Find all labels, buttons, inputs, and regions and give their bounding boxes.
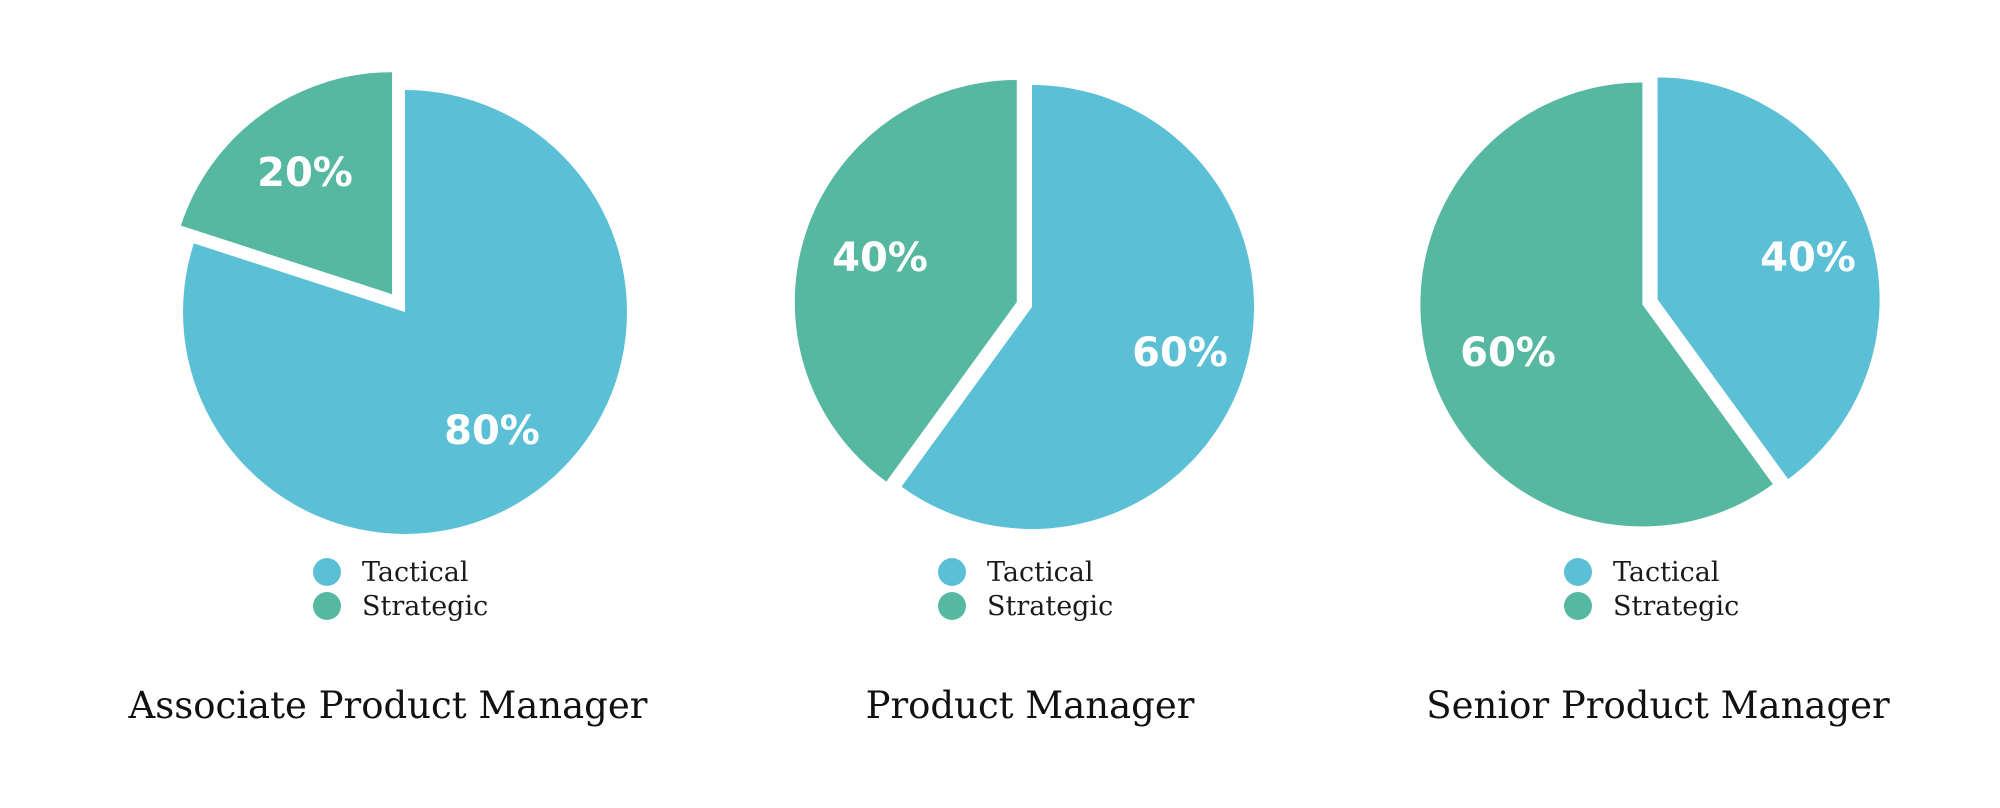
legend-label-strategic: Strategic	[362, 591, 488, 622]
legend-swatch-strategic	[938, 592, 966, 620]
pie-chart-associate-pm: 80% 20% Tactical Strategic Associate Pro…	[128, 72, 648, 727]
slice-tactical[interactable]	[1657, 77, 1880, 480]
slice-strategic[interactable]	[1420, 82, 1773, 527]
slice-tactical[interactable]	[901, 85, 1254, 529]
slice-label-tactical: 40%	[1760, 235, 1856, 281]
slice-label-strategic: 20%	[257, 150, 353, 196]
slice-label-tactical: 60%	[1132, 330, 1228, 376]
legend-label-strategic: Strategic	[1613, 591, 1739, 622]
legend-label-tactical: Tactical	[362, 557, 468, 588]
chart-title: Product Manager	[866, 684, 1195, 727]
legend: Tactical Strategic	[1564, 557, 1739, 622]
chart-title: Senior Product Manager	[1426, 684, 1890, 727]
pie-chart-pm: 60% 40% Tactical Strategic Product Manag…	[794, 80, 1254, 727]
legend-swatch-tactical	[1564, 558, 1592, 586]
slice-tactical[interactable]	[183, 90, 627, 534]
slice-label-strategic: 40%	[832, 235, 928, 281]
pie-chart-senior-pm: 40% 60% Tactical Strategic Senior Produc…	[1420, 77, 1890, 727]
legend-swatch-tactical	[938, 558, 966, 586]
slice-label-strategic: 60%	[1460, 330, 1556, 376]
slice-label-tactical: 80%	[444, 408, 540, 454]
legend-label-strategic: Strategic	[987, 591, 1113, 622]
legend-label-tactical: Tactical	[987, 557, 1093, 588]
slice-strategic[interactable]	[794, 80, 1017, 482]
legend: Tactical Strategic	[938, 557, 1113, 622]
legend-swatch-strategic	[313, 592, 341, 620]
legend-swatch-strategic	[1564, 592, 1592, 620]
slice-strategic[interactable]	[180, 72, 393, 295]
legend-label-tactical: Tactical	[1613, 557, 1719, 588]
legend-swatch-tactical	[313, 558, 341, 586]
legend: Tactical Strategic	[313, 557, 488, 622]
chart-title: Associate Product Manager	[128, 684, 648, 727]
